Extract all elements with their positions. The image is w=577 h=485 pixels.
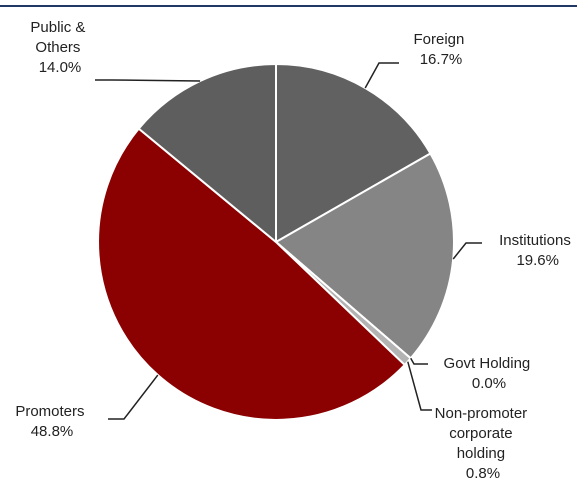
label-non-promoter-line-2: corporate [449, 425, 512, 442]
label-non-promoter-corporate: Non-promoter corporate holding 0.8% [435, 405, 532, 482]
label-govt-holding-name: Govt Holding [444, 355, 531, 372]
leader-line-institutions [452, 242, 482, 260]
label-public-others: Public & Others 14.0% [30, 19, 89, 76]
leader-line-govt-holding [410, 357, 428, 365]
pie-slices [97, 63, 455, 421]
label-foreign: Foreign 16.7% [413, 31, 468, 68]
label-institutions-name: Institutions [499, 232, 571, 249]
pie-slice-promoters [97, 127, 406, 421]
leader-line-public-others [95, 79, 201, 82]
label-govt-holding: Govt Holding 0.0% [444, 355, 535, 392]
label-public-others-line-2: Others [35, 39, 80, 56]
pie-slice-foreign [275, 63, 432, 243]
leader-line-foreign [364, 62, 399, 89]
pie-slice-public-others [137, 63, 277, 243]
leader-line-promoters [108, 374, 159, 420]
label-public-others-line-1: Public & [30, 19, 85, 36]
label-foreign-name: Foreign [413, 31, 464, 48]
label-institutions: Institutions 19.6% [499, 232, 575, 269]
leader-lines [95, 62, 482, 420]
label-non-promoter-line-3: holding [457, 445, 505, 462]
label-promoters: Promoters 48.8% [15, 403, 88, 440]
value-foreign: 16.7% [420, 51, 463, 68]
label-promoters-name: Promoters [15, 403, 84, 420]
value-public-others: 14.0% [39, 59, 82, 76]
value-non-promoter-corporate: 0.8% [466, 465, 500, 482]
pie-slice-institutions [275, 152, 455, 360]
value-institutions: 19.6% [516, 252, 559, 269]
leader-line-non-promoter-corporate [407, 361, 432, 411]
value-govt-holding: 0.0% [472, 375, 506, 392]
value-promoters: 48.8% [31, 423, 74, 440]
label-non-promoter-line-1: Non-promoter [435, 405, 528, 422]
